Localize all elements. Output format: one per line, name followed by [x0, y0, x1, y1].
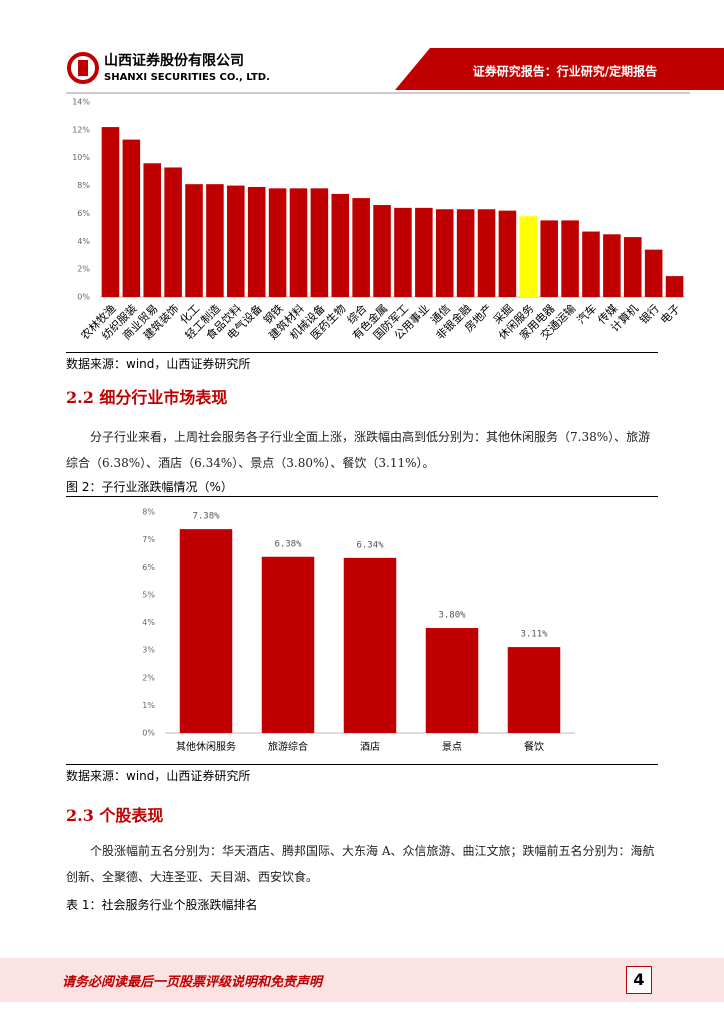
bar: [179, 529, 233, 733]
bar: [227, 185, 245, 297]
bar: [665, 276, 684, 297]
y-tick-label: 2%: [77, 265, 90, 274]
chart-industry: 0%2%4%6%8%10%12%14%农林牧渔纺织服装商业贸易建筑装饰化工轻工制…: [72, 98, 685, 342]
x-tick-label: 其他休闲服务: [176, 740, 236, 753]
value-label: 6.34%: [356, 540, 384, 550]
bar: [164, 167, 182, 297]
bar: [352, 198, 370, 297]
y-tick-label: 1%: [142, 701, 155, 710]
x-tick-label: 电子: [658, 302, 683, 327]
rule: [66, 496, 658, 497]
bar: [247, 186, 266, 297]
report-type: 证券研究报告：行业研究/定期报告: [473, 64, 657, 79]
bar: [456, 209, 475, 297]
x-tick-label: 旅游综合: [268, 740, 308, 753]
logo: [67, 52, 99, 84]
y-tick-label: 4%: [77, 237, 90, 246]
y-tick-label: 0%: [142, 729, 155, 738]
y-tick-label: 4%: [142, 618, 155, 627]
rule: [66, 764, 658, 765]
bar: [603, 234, 621, 297]
bar: [498, 210, 517, 297]
paragraph: 分子行业来看，上周社会服务各子行业全面上涨，涨跌幅由高到低分别为：其他休闲服务（…: [66, 430, 651, 470]
bar: [289, 188, 308, 297]
bar: [540, 220, 558, 297]
rule: [66, 352, 658, 353]
x-tick-label: 汽车: [574, 301, 599, 326]
bar: [261, 556, 315, 733]
paragraph: 个股涨幅前五名分别为：华天酒店、腾邦国际、大东海 A、众信旅游、曲江文旅；跌幅前…: [66, 844, 655, 884]
bar: [268, 188, 287, 297]
bar: [373, 205, 391, 297]
source: 数据来源：wind，山西证券研究所: [66, 769, 251, 783]
value-label: 7.38%: [192, 512, 220, 522]
y-tick-label: 6%: [77, 209, 90, 218]
y-tick-label: 2%: [142, 673, 155, 682]
y-tick-label: 8%: [77, 181, 90, 190]
value-label: 3.11%: [520, 630, 548, 640]
bar: [415, 207, 433, 297]
x-tick-label: 酒店: [360, 740, 380, 753]
bar: [644, 249, 663, 297]
footer: [0, 958, 724, 1002]
bar: [343, 557, 397, 733]
bar: [101, 127, 120, 297]
bar: [185, 184, 203, 297]
y-tick-label: 10%: [72, 153, 90, 162]
bar: [623, 237, 642, 297]
value-label: 6.38%: [274, 539, 302, 549]
bar: [519, 216, 538, 297]
bar: [122, 139, 141, 297]
bar: [425, 628, 479, 733]
table-title: 表 1：社会服务行业个股涨跌幅排名: [66, 898, 258, 912]
bar: [143, 163, 162, 297]
figure-title: 图 2：子行业涨跌幅情况（%）: [66, 480, 233, 494]
page-number: 4: [626, 966, 652, 994]
x-tick-label: 餐饮: [524, 740, 544, 753]
bar: [561, 220, 579, 297]
y-tick-label: 12%: [72, 125, 90, 134]
bar: [507, 647, 561, 733]
bar: [477, 209, 496, 297]
bar: [206, 184, 224, 297]
disclaimer: 请务必阅读最后一页股票评级说明和免责声明: [62, 975, 323, 990]
bar: [310, 188, 329, 297]
y-tick-label: 0%: [77, 293, 90, 302]
value-label: 3.80%: [438, 611, 466, 621]
logo-core: [78, 60, 88, 76]
banner: [395, 48, 724, 90]
bar: [582, 231, 600, 297]
y-tick-label: 7%: [142, 535, 155, 544]
x-tick-label: 银行: [636, 301, 661, 326]
y-tick-label: 5%: [142, 590, 155, 599]
company-en: SHANXI SECURITIES CO., LTD.: [104, 72, 270, 83]
chart-subindustry: 0% 1% 2% 3% 4% 5% 6% 7% 8% 其他休闲服务 7.38% 旅游综合 6.38% 酒店…: [142, 508, 575, 753]
heading: 2.2 细分行业市场表现: [66, 388, 228, 407]
bar: [394, 207, 412, 297]
header: 山西证券股份有限公司 SHANXI SECURITIES CO., LTD. 证…: [66, 48, 724, 94]
y-tick-label: 3%: [142, 646, 155, 655]
y-tick-label: 8%: [142, 508, 155, 517]
bar: [435, 209, 454, 297]
y-tick-label: 6%: [142, 563, 155, 572]
x-tick-label: 景点: [442, 741, 462, 753]
y-tick-label: 14%: [72, 98, 90, 107]
company-cn: 山西证券股份有限公司: [104, 52, 244, 69]
heading: 2.3 个股表现: [66, 806, 164, 825]
source: 数据来源：wind，山西证券研究所: [66, 357, 251, 371]
bar: [331, 193, 350, 297]
